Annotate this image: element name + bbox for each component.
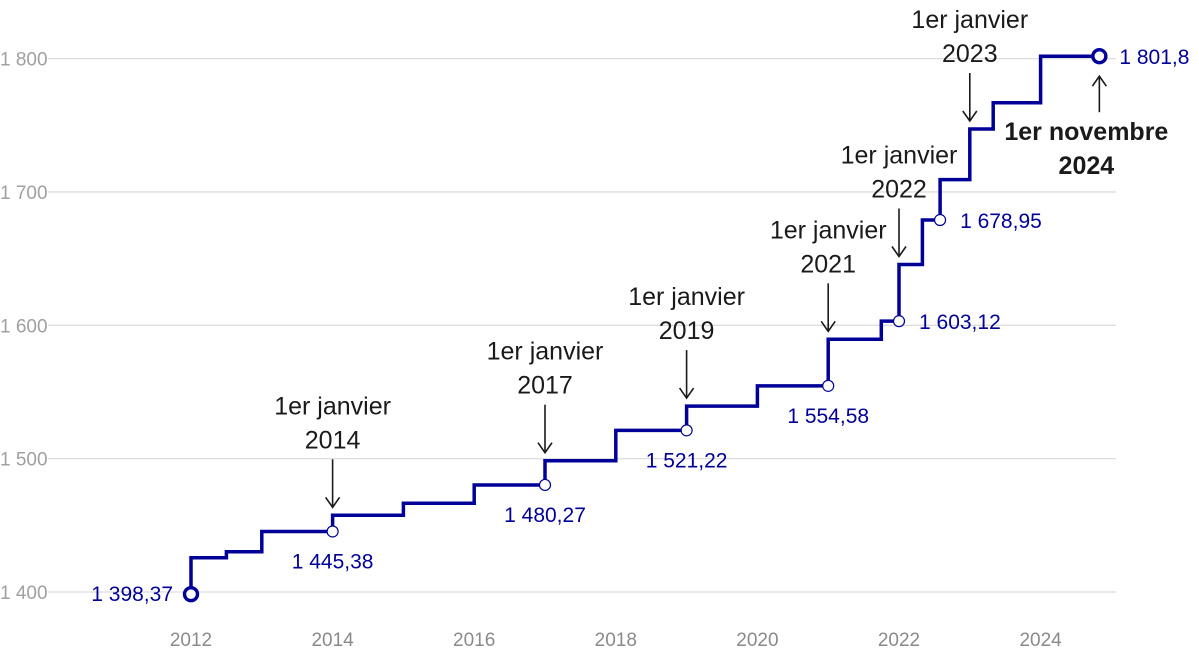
value-label-7: 1 801,8 (1119, 46, 1189, 69)
annotation-6: 1er novembre 2024 (1004, 74, 1168, 180)
y-tick-label-2: 1 600 (0, 316, 48, 337)
annotation-4-arrow-head (891, 246, 907, 258)
annotation-0-line-1: 2014 (305, 426, 361, 454)
x-tick-label-5: 2022 (878, 630, 920, 651)
annotation-0-line-0: 1er janvier (274, 392, 391, 420)
value-label-5: 1 603,12 (919, 311, 1001, 334)
annotation-5: 1er janvier 2023 (911, 6, 1028, 123)
annotation-1-line-0: 1er janvier (487, 338, 604, 366)
annotation-2: 1er janvier 2019 (628, 283, 745, 400)
annotation-3-line-1: 2021 (800, 250, 856, 278)
annotation-1-line-1: 2017 (517, 372, 573, 400)
value-label-1: 1 445,38 (292, 550, 374, 573)
annotation-4-line-0: 1er janvier (841, 142, 958, 170)
x-tick-label-3: 2018 (595, 630, 637, 651)
value-label-3: 1 521,22 (646, 449, 728, 472)
annotation-1-arrow-head (537, 442, 553, 455)
point-markers (182, 47, 1108, 603)
x-tick-label-4: 2020 (736, 630, 778, 651)
value-label-4: 1 554,58 (787, 405, 869, 428)
value-label-6: 1 678,95 (960, 210, 1042, 233)
annotation-5-arrow-head (962, 110, 978, 123)
annotation-3-arrow-head (820, 320, 836, 333)
point-marker-1 (326, 525, 339, 538)
point-marker-3 (680, 424, 693, 437)
annotation-3-line-0: 1er janvier (770, 216, 887, 244)
end-point-marker-7 (1091, 47, 1108, 65)
annotation-2-line-1: 2019 (659, 317, 715, 345)
annotation-5-line-1: 2023 (942, 40, 998, 68)
annotation-6-arrow-head (1091, 74, 1108, 87)
x-tick-label-0: 2012 (170, 630, 212, 651)
value-labels: 1 398,37 1 445,38 1 480,27 1 521,22 1 554,58… (91, 46, 1189, 606)
annotation-2-line-0: 1er janvier (628, 283, 745, 311)
point-marker-5 (892, 315, 906, 328)
annotation-2-arrow-head (678, 387, 695, 400)
x-tick-label-6: 2024 (1019, 630, 1062, 651)
y-tick-label-3: 1 700 (0, 183, 48, 204)
value-label-0: 1 398,37 (91, 583, 173, 606)
annotation-1: 1er janvier 2017 (487, 338, 604, 455)
point-marker-2 (538, 478, 552, 492)
x-tick-label-1: 2014 (311, 630, 354, 651)
annotation-4-line-1: 2022 (871, 176, 927, 204)
x-tick-label-2: 2016 (453, 630, 495, 651)
gridlines (48, 57, 1116, 593)
annotation-0-arrow-head (324, 496, 341, 509)
point-marker-6 (933, 213, 947, 227)
y-tick-label-0: 1 400 (0, 583, 48, 604)
point-marker-4 (822, 379, 835, 392)
annotation-0: 1er janvier 2014 (274, 392, 391, 509)
annotation-6-line-0: 1er novembre (1004, 118, 1168, 146)
annotation-3: 1er janvier 2021 (770, 216, 887, 333)
annotation-6-line-1: 2024 (1059, 152, 1115, 180)
annotation-4: 1er janvier 2022 (841, 142, 958, 258)
x-axis-ticks: 2012 2014 2016 2018 2020 2022 2024 (170, 630, 1062, 651)
y-tick-label-4: 1 800 (0, 50, 48, 71)
y-axis-ticks: 1 400 1 500 1 600 1 700 1 800 (0, 50, 48, 604)
end-point-marker-0 (182, 585, 200, 603)
value-label-2: 1 480,27 (504, 504, 586, 527)
annotation-5-line-0: 1er janvier (911, 6, 1028, 34)
y-tick-label-1: 1 500 (0, 450, 48, 471)
